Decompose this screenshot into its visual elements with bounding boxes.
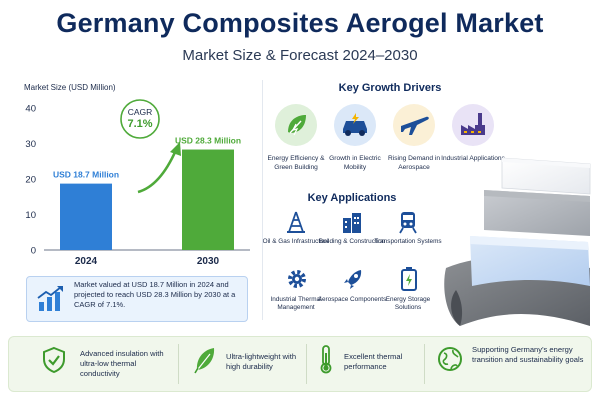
feature-text: Ultra-lightweight with high durability bbox=[226, 352, 297, 371]
feature-text: Supporting Germany's energy transition a… bbox=[472, 345, 584, 364]
cagr-label: CAGR bbox=[128, 107, 153, 117]
section-divider bbox=[262, 80, 263, 320]
page-subtitle: Market Size & Forecast 2024–2030 bbox=[182, 47, 418, 64]
driver-label: Rising Demand in Aerospace bbox=[387, 155, 441, 171]
energy-leaf-icon bbox=[275, 104, 317, 146]
driver-label: Energy Efficiency & Green Building bbox=[267, 155, 325, 171]
gear-icon bbox=[288, 270, 306, 288]
x-tick-label: 2024 bbox=[75, 256, 98, 267]
y-tick-label: 20 bbox=[25, 175, 36, 186]
page-title: Germany Composites Aerogel Market bbox=[56, 8, 544, 38]
data-label: USD 28.3 Million bbox=[175, 136, 241, 146]
feature-divider bbox=[178, 344, 179, 384]
rocket-icon bbox=[344, 270, 362, 289]
y-tick-label: 0 bbox=[31, 246, 36, 257]
train-icon bbox=[399, 212, 417, 234]
y-tick-label: 30 bbox=[25, 139, 36, 150]
feature-divider bbox=[424, 344, 425, 384]
data-label: USD 18.7 Million bbox=[53, 170, 119, 180]
growth-chart-icon bbox=[37, 286, 63, 311]
feature-text: Excellent thermal performance bbox=[344, 352, 403, 371]
battery-icon bbox=[401, 267, 417, 291]
bar-2030 bbox=[182, 149, 234, 250]
factory-icon bbox=[452, 104, 494, 146]
driver-label: Industrial Applications bbox=[441, 155, 505, 162]
aerogel-sheets-illustration bbox=[444, 157, 591, 326]
feature-text: Advanced insulation with ultra-low therm… bbox=[80, 349, 164, 378]
summary-box bbox=[26, 276, 248, 322]
application-label: Building & Construction bbox=[318, 238, 386, 245]
application-label: Transportation Systems bbox=[374, 238, 442, 245]
application-label: Aerospace Components bbox=[317, 296, 387, 303]
feather-icon bbox=[194, 348, 215, 374]
shield-check-icon bbox=[43, 346, 65, 374]
electric-car-icon bbox=[334, 104, 376, 146]
buildings-icon bbox=[343, 213, 361, 233]
oil-rig-icon bbox=[287, 211, 305, 233]
features-band bbox=[8, 336, 592, 392]
drivers-title: Key Growth Drivers bbox=[338, 82, 442, 94]
y-tick-label: 10 bbox=[25, 210, 36, 221]
airplane-icon bbox=[393, 104, 435, 146]
application-label: Energy Storage Solutions bbox=[385, 296, 431, 312]
driver-label: Growth in Electric Mobility bbox=[329, 155, 381, 171]
globe-leaf-icon bbox=[438, 347, 462, 371]
growth-arrow bbox=[137, 149, 178, 194]
application-label: Oil & Gas Infrastructure bbox=[262, 238, 330, 245]
cagr-badge bbox=[120, 99, 160, 139]
cagr-value: 7.1% bbox=[127, 118, 152, 130]
summary-text: Market valued at USD 18.7 Million in 202… bbox=[74, 280, 236, 309]
application-label: Industrial Thermal Management bbox=[270, 296, 322, 312]
thermometer-icon bbox=[320, 345, 332, 374]
applications-title: Key Applications bbox=[307, 192, 397, 204]
growth-arrow-head bbox=[170, 142, 181, 156]
y-tick-label: 40 bbox=[25, 104, 36, 115]
feature-divider bbox=[306, 344, 307, 384]
y-axis-label: Market Size (USD Million) bbox=[24, 83, 116, 92]
x-tick-label: 2030 bbox=[197, 256, 220, 267]
bar-2024 bbox=[60, 183, 112, 250]
